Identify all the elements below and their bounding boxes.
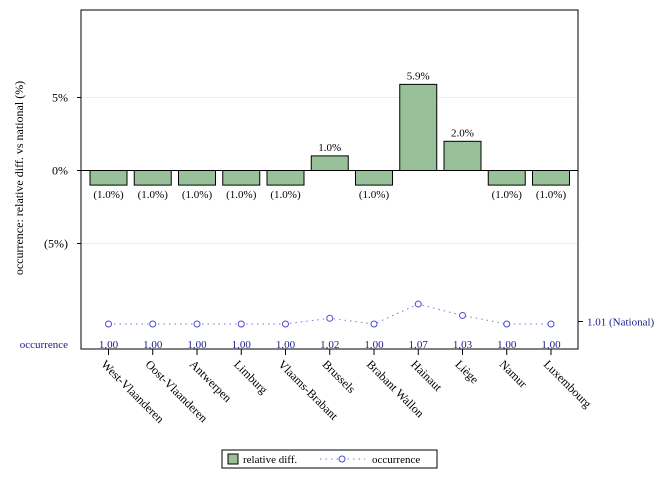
occurrence-value-label: 1,02	[320, 339, 339, 351]
occurrence-point-3	[193, 320, 201, 328]
occurrence-point-7	[370, 320, 378, 328]
bar-6	[310, 155, 349, 171]
occurrence-value-label: 1,00	[497, 339, 517, 351]
legend-label-bar: relative diff.	[243, 454, 297, 466]
y-tick-label: 0%	[52, 164, 68, 178]
occurrence-value-label: 1,00	[187, 339, 207, 351]
bar-value-label: 2.0%	[451, 127, 474, 139]
occurrence-point-1	[105, 320, 112, 328]
y-tick-label: 5%	[52, 91, 68, 105]
bar-value-label: (1.0%)	[492, 189, 523, 201]
occurrence-value-label: 1,00	[232, 339, 252, 351]
legend-swatch-bar	[227, 453, 239, 465]
national-label: 1.01 (National)	[587, 317, 655, 329]
y-axis-label: occurrence: relative diff. vs national (…	[12, 81, 26, 275]
legend-box	[221, 449, 438, 469]
occurrence-point-11	[547, 320, 555, 328]
x-tick-label: Liège	[452, 357, 481, 386]
x-tick-label: Hainaut	[408, 357, 445, 394]
bar-3	[178, 170, 216, 186]
legend-label-line: occurrence	[372, 454, 420, 466]
bar-value-label: (1.0%)	[536, 189, 567, 201]
x-tick-label: Namur	[497, 357, 530, 390]
bar-value-label: 1.0%	[318, 142, 341, 154]
occurrence-point-6	[326, 314, 334, 322]
bar-9	[443, 140, 482, 172]
x-tick-label: Limburg	[231, 357, 270, 396]
occurrence-point-5	[282, 320, 289, 328]
bar-7	[355, 170, 393, 186]
bar-value-label: (1.0%)	[226, 189, 257, 201]
occurrence-row-label: occurrence	[20, 339, 68, 351]
x-tick-label: Luxembourg	[541, 357, 595, 411]
legend-swatch-point	[338, 455, 346, 463]
occurrence-value-label: 1,00	[364, 339, 384, 351]
occurrence-line	[108, 303, 551, 325]
y-tick-label: (5%)	[44, 237, 68, 251]
bar-10	[487, 170, 526, 186]
occurrence-point-2	[149, 320, 157, 328]
occurrence-value-label: 1,00	[99, 339, 119, 351]
bar-value-label: (1.0%)	[182, 189, 213, 201]
occurrence-point-4	[237, 320, 245, 328]
occurrence-value-label: 1,00	[276, 339, 296, 351]
bar-11	[532, 170, 570, 186]
occurrence-point-9	[459, 311, 466, 319]
bar-value-label: (1.0%)	[93, 189, 124, 201]
bar-4	[222, 170, 261, 186]
occurrence-point-8	[414, 300, 422, 308]
bar-value-label: (1.0%)	[359, 189, 390, 201]
occurrence-value-label: 1,07	[409, 339, 429, 351]
bar-value-label: (1.0%)	[270, 189, 301, 201]
bar-5	[266, 170, 305, 186]
bar-8	[399, 83, 438, 171]
bar-value-label: 5.9%	[407, 70, 430, 82]
occurrence-value-label: 1,03	[453, 339, 473, 351]
bar-1	[89, 170, 128, 186]
occurrence-value-label: 1,00	[541, 339, 561, 351]
bar-2	[133, 170, 172, 186]
occurrence-point-10	[503, 320, 511, 328]
occurrence-value-label: 1,00	[143, 339, 163, 351]
bar-value-label: (1.0%)	[138, 189, 169, 201]
x-tick-label: Brussels	[320, 357, 359, 396]
